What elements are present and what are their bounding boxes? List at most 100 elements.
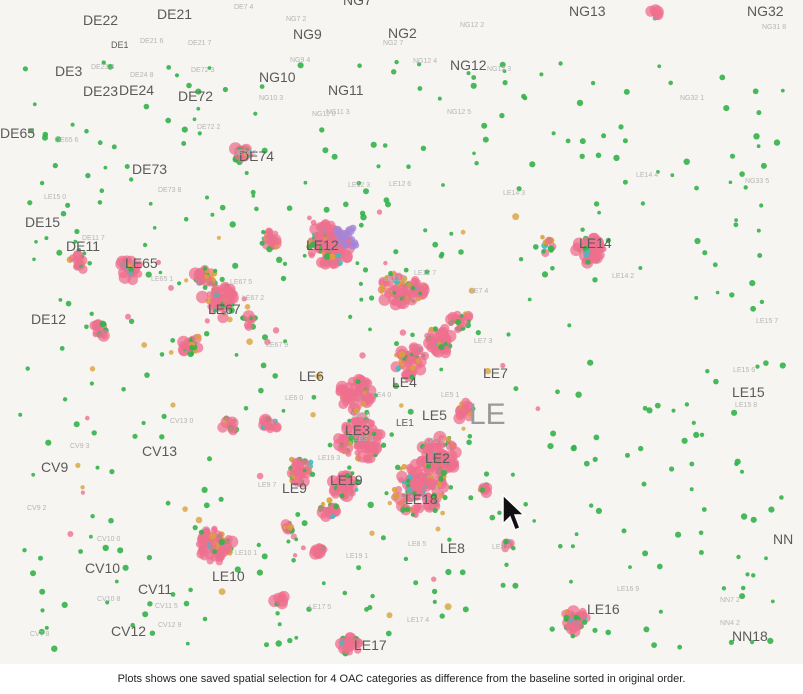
map-dot bbox=[354, 646, 362, 654]
map-dot bbox=[570, 445, 577, 452]
map-dot bbox=[689, 487, 694, 492]
district-label: DE65 bbox=[0, 125, 36, 141]
map-dot bbox=[756, 110, 762, 116]
map-dot bbox=[351, 416, 361, 426]
district-label: DE12 bbox=[31, 311, 67, 327]
map-dot bbox=[640, 201, 646, 206]
map-dot bbox=[209, 533, 216, 540]
map-dot bbox=[671, 408, 676, 413]
map-dot bbox=[99, 320, 107, 328]
map-dot bbox=[399, 403, 404, 408]
map-dot bbox=[461, 397, 471, 407]
map-dot bbox=[283, 525, 287, 530]
map-dot bbox=[243, 152, 249, 157]
map-dot bbox=[32, 257, 36, 262]
map-dot bbox=[454, 326, 462, 334]
map-dot bbox=[152, 226, 157, 230]
map-dot bbox=[241, 296, 247, 302]
map-dot bbox=[196, 106, 201, 111]
map-dot bbox=[394, 341, 399, 347]
map-dot bbox=[204, 318, 210, 324]
map-dot bbox=[566, 623, 578, 635]
map-dot bbox=[400, 507, 406, 513]
map-canvas[interactable]: NG13 NG32 DE22 DE21 NG9 NG2 DE1 NG12 NG7 DE3 NG10 D… bbox=[0, 0, 803, 664]
map-dot bbox=[450, 460, 459, 469]
map-dot bbox=[432, 458, 446, 471]
sector-label: NG9 4 bbox=[290, 57, 311, 64]
district-label: NG2 bbox=[388, 25, 417, 41]
map-dot bbox=[733, 222, 739, 228]
map-dot bbox=[767, 637, 774, 645]
map-dot bbox=[244, 171, 249, 175]
map-dot bbox=[207, 66, 212, 70]
map-dot bbox=[541, 249, 546, 254]
map-dot bbox=[392, 382, 399, 389]
map-dot bbox=[729, 292, 735, 298]
map-dot bbox=[625, 452, 630, 458]
sector-label: LE14 4 bbox=[636, 172, 659, 179]
district-label: CV13 bbox=[142, 443, 178, 459]
map-dot bbox=[595, 152, 602, 159]
sector-label: LE3 0 bbox=[355, 436, 374, 443]
map-dot bbox=[723, 105, 730, 112]
map-dot bbox=[281, 408, 286, 413]
map-dot bbox=[578, 610, 588, 620]
map-dot bbox=[202, 266, 208, 271]
map-dot bbox=[413, 580, 419, 586]
sector-label: NG32 1 bbox=[680, 95, 705, 102]
sector-label: LE7 4 bbox=[470, 288, 489, 295]
map-dot bbox=[380, 535, 386, 541]
map-dot bbox=[124, 164, 130, 169]
map-dot bbox=[306, 606, 312, 612]
map-dot bbox=[354, 488, 359, 492]
map-dot bbox=[301, 520, 308, 527]
sector-label: DE72 3 bbox=[191, 67, 215, 74]
map-dot bbox=[740, 469, 744, 474]
map-dot bbox=[282, 261, 288, 266]
map-dot bbox=[391, 69, 397, 75]
map-dot bbox=[227, 425, 236, 434]
district-label: NN bbox=[773, 531, 794, 547]
map-dot bbox=[275, 611, 280, 616]
map-dot bbox=[52, 162, 58, 169]
map-dot bbox=[445, 436, 451, 442]
map-dot bbox=[272, 230, 279, 237]
map-dot bbox=[294, 635, 299, 640]
map-dot bbox=[504, 562, 509, 567]
district-label: LE10 bbox=[212, 568, 245, 584]
map-dot bbox=[303, 180, 308, 185]
map-dot bbox=[576, 99, 584, 107]
map-dot bbox=[102, 544, 109, 552]
map-dot bbox=[339, 493, 345, 499]
map-dot bbox=[85, 172, 91, 179]
map-dot bbox=[500, 362, 506, 369]
map-dot bbox=[310, 412, 316, 418]
map-dot bbox=[141, 342, 148, 348]
map-dot bbox=[740, 585, 746, 591]
map-dot bbox=[590, 80, 596, 86]
map-dot bbox=[694, 295, 699, 300]
map-dot bbox=[434, 448, 446, 460]
map-dot bbox=[158, 270, 163, 275]
map-dot bbox=[759, 203, 764, 208]
map-dot bbox=[435, 335, 444, 345]
map-dot bbox=[259, 84, 265, 89]
district-label: CV12 bbox=[111, 623, 147, 639]
map-dot bbox=[540, 234, 545, 240]
map-dot bbox=[38, 628, 45, 635]
map-dot bbox=[197, 131, 202, 136]
map-dot bbox=[302, 468, 307, 473]
map-dot bbox=[242, 310, 255, 323]
map-dot bbox=[719, 74, 726, 81]
map-dot bbox=[189, 351, 194, 356]
sector-label: LE12 3 bbox=[348, 182, 371, 189]
sector-label: NN4 2 bbox=[720, 620, 740, 627]
map-dot bbox=[541, 271, 549, 278]
sector-label: DE23 3 bbox=[91, 64, 115, 71]
sector-label: CV9 2 bbox=[27, 505, 47, 512]
map-dot bbox=[65, 202, 71, 208]
district-label: LE15 bbox=[732, 384, 765, 400]
map-dot bbox=[371, 431, 377, 437]
map-dot bbox=[753, 133, 760, 140]
map-dot bbox=[370, 141, 377, 148]
